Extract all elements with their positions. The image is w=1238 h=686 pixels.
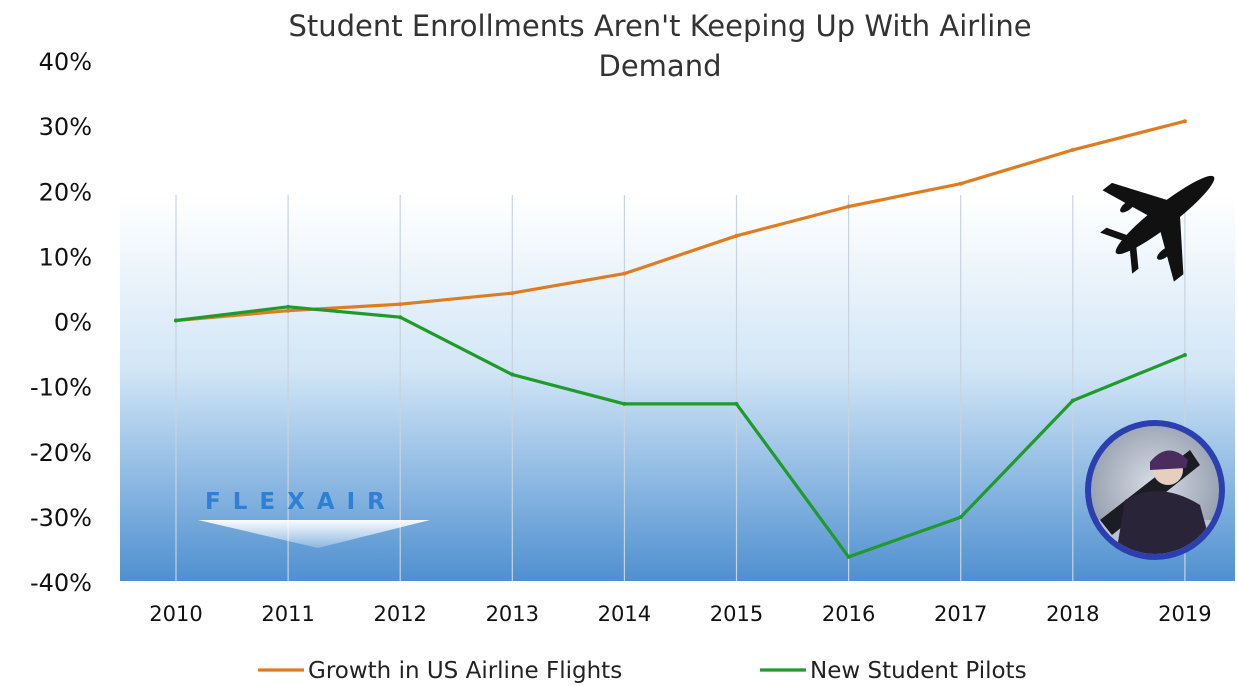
series-0-point-2015 bbox=[734, 233, 739, 238]
pilot-photo bbox=[1085, 420, 1225, 560]
legend-label-1: New Student Pilots bbox=[810, 658, 1027, 684]
x-axis-ticks: 2010 2011 2012 2013 2014 2015 2016 2017 2018 2019 bbox=[149, 602, 1211, 626]
y-tick-label: -10% bbox=[30, 374, 92, 402]
series-1-point-2019 bbox=[1182, 353, 1187, 358]
flexair-logo-text: FLEXAIR bbox=[205, 489, 397, 515]
series-line-0 bbox=[174, 119, 1187, 323]
logo-chevron-icon bbox=[198, 520, 430, 548]
series-0-point-2014 bbox=[622, 271, 627, 276]
series-0-point-2016 bbox=[846, 204, 851, 209]
x-tick-label: 2015 bbox=[710, 602, 763, 626]
series-1-point-2014 bbox=[622, 401, 627, 406]
x-tick-label: 2010 bbox=[149, 602, 202, 626]
legend-label-0: Growth in US Airline Flights bbox=[308, 658, 622, 684]
series-1-point-2018 bbox=[1070, 398, 1075, 403]
y-tick-label: 10% bbox=[39, 243, 92, 271]
series-group bbox=[174, 119, 1187, 559]
legend: Growth in US Airline Flights New Student … bbox=[258, 658, 1027, 684]
x-tick-label: 2013 bbox=[486, 602, 539, 626]
series-1-point-2010 bbox=[174, 318, 178, 323]
x-tick-label: 2018 bbox=[1046, 602, 1099, 626]
y-tick-label: -30% bbox=[30, 504, 92, 532]
series-1-point-2017 bbox=[958, 515, 963, 520]
series-0-point-2019 bbox=[1182, 119, 1187, 124]
series-1-point-2016 bbox=[846, 554, 851, 559]
series-0-point-2017 bbox=[958, 181, 963, 186]
y-tick-label: -40% bbox=[30, 569, 92, 597]
x-tick-label: 2011 bbox=[261, 602, 314, 626]
x-tick-label: 2012 bbox=[373, 602, 426, 626]
series-0-point-2011 bbox=[286, 308, 291, 313]
airplane-icon bbox=[1100, 175, 1215, 282]
flexair-logo: FLEXAIR bbox=[198, 489, 430, 548]
x-tick-label: 2019 bbox=[1158, 602, 1211, 626]
x-tick-label: 2017 bbox=[934, 602, 987, 626]
y-axis-ticks: 40% 30% 20% 10% 0% -10% -20% -30% -40% bbox=[30, 48, 92, 597]
series-1-point-2013 bbox=[510, 372, 515, 377]
y-tick-label: -20% bbox=[30, 439, 92, 467]
y-tick-label: 40% bbox=[39, 48, 92, 76]
series-line-1 bbox=[174, 305, 1187, 559]
y-tick-label: 20% bbox=[39, 178, 92, 206]
series-1-point-2015 bbox=[734, 401, 739, 406]
y-tick-label: 0% bbox=[54, 309, 92, 337]
series-0-point-2018 bbox=[1070, 147, 1075, 152]
plot-background bbox=[120, 195, 1235, 581]
series-0-point-2013 bbox=[510, 291, 515, 296]
series-1-point-2012 bbox=[398, 315, 403, 320]
y-tick-label: 30% bbox=[39, 113, 92, 141]
series-0-point-2012 bbox=[398, 302, 403, 307]
chart-title-line-2: Demand bbox=[599, 49, 722, 83]
series-1-point-2011 bbox=[286, 304, 291, 309]
x-tick-label: 2016 bbox=[822, 602, 875, 626]
x-tick-label: 2014 bbox=[598, 602, 651, 626]
chart-title-line-1: Student Enrollments Aren't Keeping Up Wi… bbox=[288, 9, 1031, 43]
